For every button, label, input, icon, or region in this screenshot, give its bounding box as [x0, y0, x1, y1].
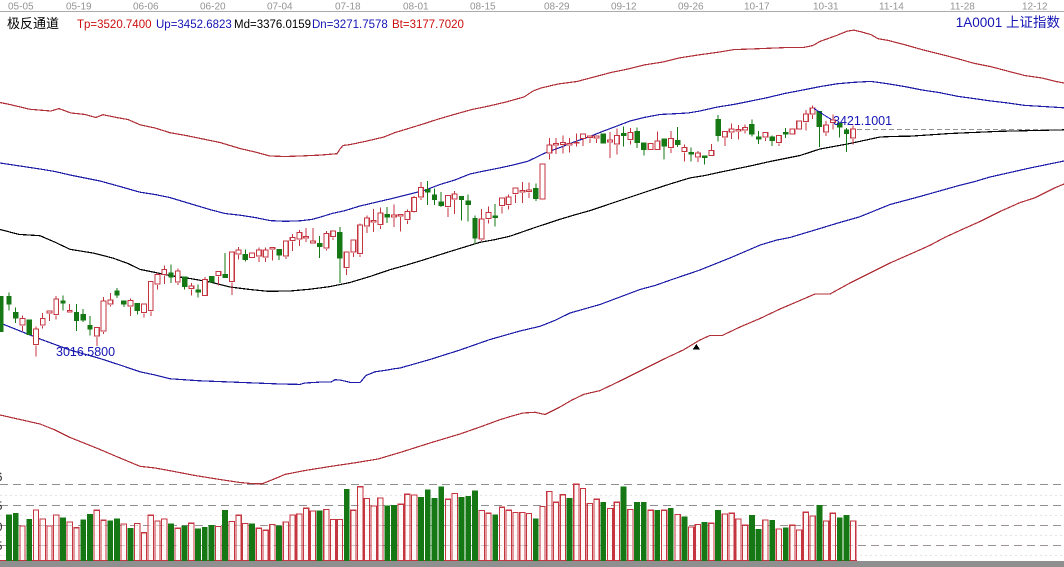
svg-text:3016.5800: 3016.5800	[56, 345, 115, 359]
svg-text:Tp=3520.7400: Tp=3520.7400	[77, 19, 152, 31]
svg-text:06-06: 06-06	[133, 2, 159, 13]
svg-text:11-14: 11-14	[879, 2, 904, 13]
svg-text:Up=3452.6823: Up=3452.6823	[156, 19, 232, 31]
svg-text:08-01: 08-01	[403, 2, 429, 13]
svg-text:Dn=3271.7578: Dn=3271.7578	[312, 19, 388, 31]
svg-text:5: 5	[0, 501, 2, 513]
svg-text:09-26: 09-26	[678, 2, 704, 13]
svg-text:3421.1001: 3421.1001	[833, 114, 892, 128]
svg-text:6: 6	[0, 472, 2, 484]
svg-text:05-05: 05-05	[8, 2, 34, 13]
svg-text:07-18: 07-18	[335, 2, 361, 13]
svg-text:06-20: 06-20	[200, 2, 226, 13]
svg-text:1A0001 上证指数: 1A0001 上证指数	[956, 15, 1061, 30]
svg-text:08-15: 08-15	[470, 2, 496, 13]
svg-text:10-17: 10-17	[744, 2, 770, 13]
svg-text:07-04: 07-04	[267, 2, 293, 13]
svg-text:08-29: 08-29	[544, 2, 570, 13]
svg-text:05-19: 05-19	[66, 2, 92, 13]
svg-text:0: 0	[0, 522, 2, 534]
svg-text:09-12: 09-12	[611, 2, 637, 13]
svg-text:12-12: 12-12	[1022, 2, 1048, 13]
svg-text:Bt=3177.7020: Bt=3177.7020	[392, 19, 464, 31]
svg-text:11-28: 11-28	[950, 2, 975, 13]
svg-text:5: 5	[0, 541, 2, 553]
svg-text:10-31: 10-31	[813, 2, 839, 13]
svg-text:Md=3376.0159: Md=3376.0159	[234, 19, 311, 31]
svg-text:极反通道: 极反通道	[7, 16, 59, 31]
